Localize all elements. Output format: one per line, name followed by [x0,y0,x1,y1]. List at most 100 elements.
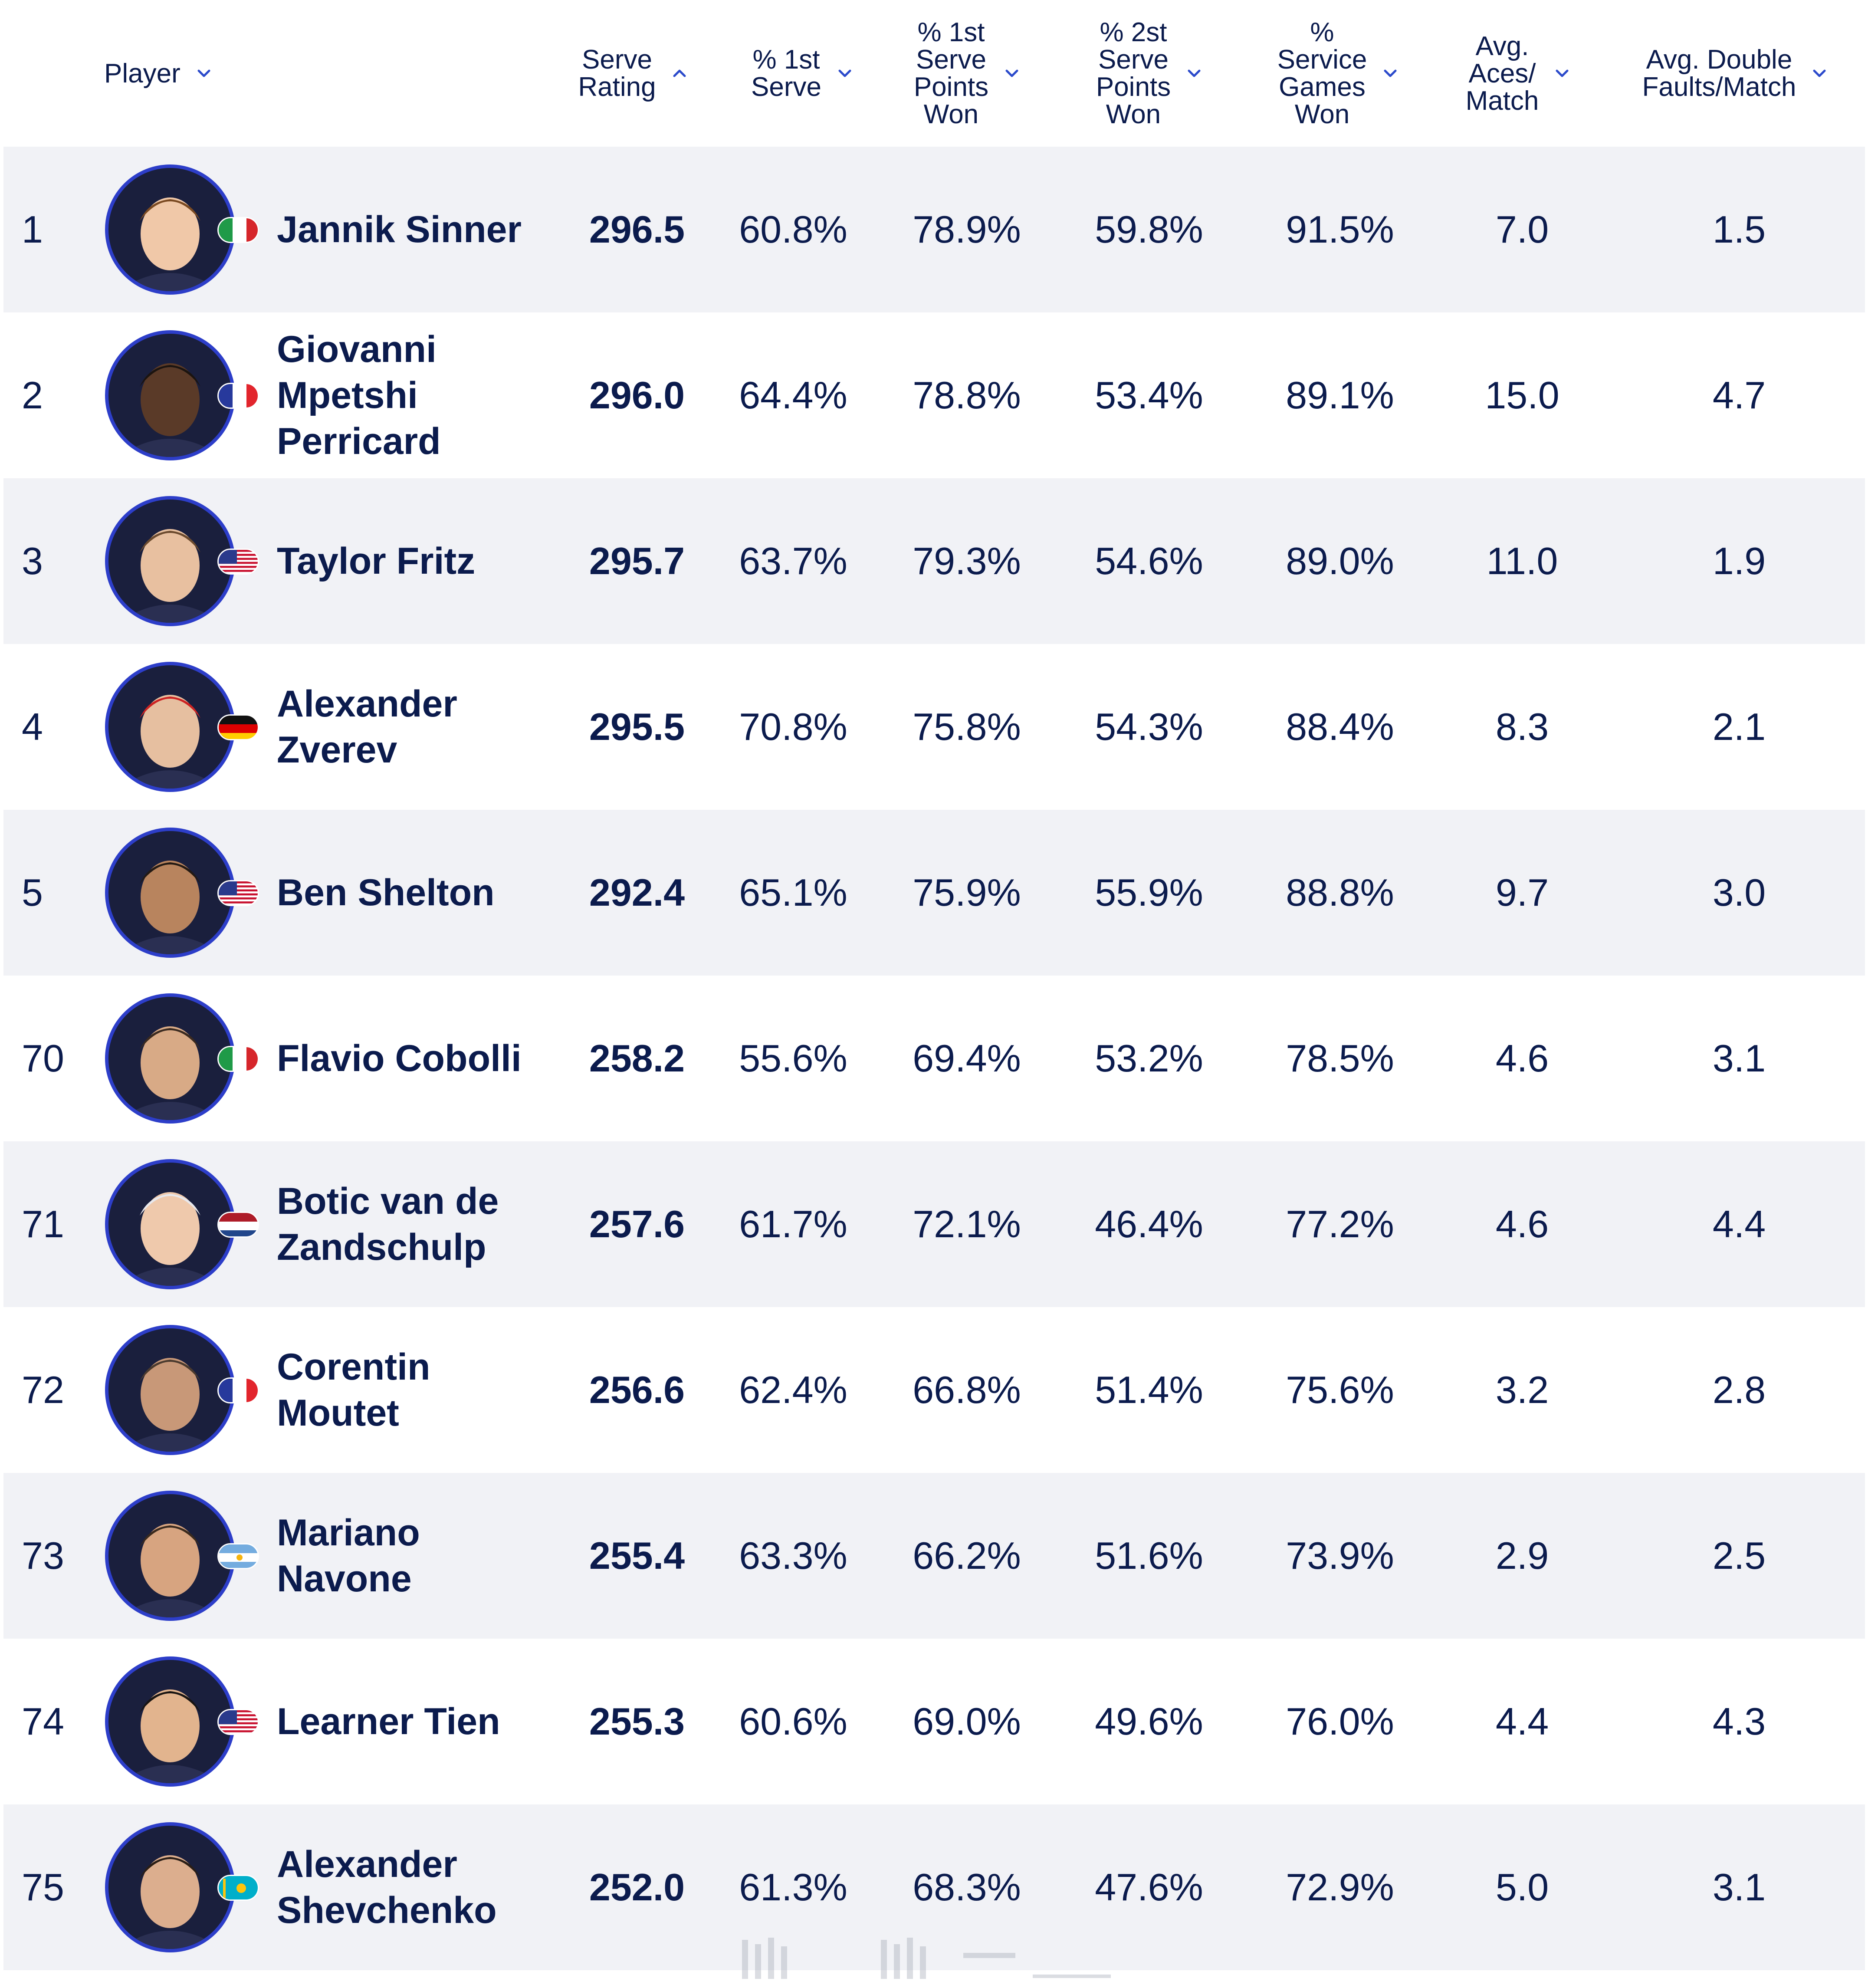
rank-cell: 73 [22,1534,64,1577]
aces-cell: 7.0 [1495,208,1549,251]
table-row[interactable]: 72 Corentin Moutet 256.6 62.4% 66.8% 51.4% 75… [3,1307,1865,1473]
germany-flag-icon [217,714,259,740]
chevron-up-icon [671,64,689,82]
player-avatar[interactable] [105,1159,235,1289]
service-games-won-cell: 91.5% [1286,208,1394,251]
serve-rating-cell: 252.0 [589,1866,685,1909]
service-games-won-cell: 88.8% [1286,871,1394,914]
header-label: % 2st Serve Points Won [1096,17,1171,129]
header-first-serve[interactable]: % 1st Serve [729,0,877,147]
player-name-link[interactable]: Alexander Zverev [277,683,457,771]
serve-rating-cell: 295.5 [589,705,685,748]
table-row[interactable]: 71 Botic van de Zandschulp 257.6 61.7% 72.1… [3,1141,1865,1307]
header-label: % Service Games Won [1277,17,1367,129]
first-serve-cell: 65.1% [739,871,847,914]
header-label: Avg. Double Faults/Match [1642,45,1796,102]
first-serve-cell: 61.7% [739,1203,847,1245]
player-name-link[interactable]: Jannik Sinner [277,209,522,250]
header-label: % 1st Serve [751,45,821,102]
player-avatar[interactable] [105,1325,235,1455]
france-flag-icon [217,383,259,409]
player-avatar[interactable] [105,1656,235,1787]
serve-rating-cell: 296.5 [589,208,685,251]
player-name-link[interactable]: Ben Shelton [277,872,495,913]
first-serve-won-cell: 69.4% [913,1037,1021,1080]
table-row[interactable]: 5 Ben Shelton 292.4 65.1% 75.9% 55.9% 88.8% 9.… [3,810,1865,976]
kazakhstan-flag-icon [217,1875,259,1901]
serve-rating-cell: 256.6 [589,1368,685,1411]
table-row[interactable]: 4 Alexander Zverev 295.5 70.8% 75.8% 54.3% 88… [3,644,1865,810]
first-serve-won-cell: 75.9% [913,871,1021,914]
service-games-won-cell: 77.2% [1286,1203,1394,1245]
header-avg-double-faults[interactable]: Avg. Double Faults/Match [1623,0,1848,147]
usa-flag-icon [217,1709,259,1735]
first-serve-won-cell: 68.3% [913,1866,1021,1909]
second-serve-won-cell: 49.6% [1095,1700,1203,1743]
chevron-down-icon [1811,64,1829,82]
first-serve-won-cell: 72.1% [913,1203,1021,1245]
first-serve-won-cell: 78.8% [913,374,1021,417]
aces-cell: 4.4 [1495,1700,1549,1743]
player-name-link[interactable]: Botic van de Zandschulp [277,1180,499,1268]
header-serve-rating[interactable]: Serve Rating [560,0,707,147]
chevron-down-icon [1003,64,1021,82]
header-first-serve-points-won[interactable]: % 1st Serve Points Won [894,0,1041,147]
serve-rating-cell: 292.4 [589,871,685,914]
player-avatar[interactable] [105,1822,235,1952]
rank-cell: 2 [22,374,43,417]
chevron-down-icon [1553,64,1572,82]
first-serve-won-cell: 75.8% [913,705,1021,748]
table-row[interactable]: 70 Flavio Cobolli 258.2 55.6% 69.4% 53.2% 78.… [3,976,1865,1141]
player-avatar[interactable] [105,330,235,460]
table-row[interactable]: 74 Learner Tien 255.3 60.6% 69.0% 49.6% 76.0%… [3,1639,1865,1804]
double-faults-cell: 4.4 [1712,1203,1766,1245]
player-avatar[interactable] [105,828,235,958]
player-avatar[interactable] [105,993,235,1124]
service-games-won-cell: 76.0% [1286,1700,1394,1743]
second-serve-won-cell: 59.8% [1095,208,1203,251]
service-games-won-cell: 72.9% [1286,1866,1394,1909]
header-avg-aces[interactable]: Avg. Aces/ Match [1445,0,1592,147]
header-label: Serve Rating [578,45,656,102]
first-serve-cell: 60.8% [739,208,847,251]
header-second-serve-points-won[interactable]: % 2st Serve Points Won [1076,0,1224,147]
double-faults-cell: 4.3 [1712,1700,1766,1743]
double-faults-cell: 1.9 [1712,539,1766,582]
player-avatar[interactable] [105,164,235,295]
serve-rating-cell: 258.2 [589,1037,685,1080]
player-name-link[interactable]: Taylor Fritz [277,540,476,582]
player-name-link[interactable]: Giovanni Mpetshi Perricard [277,329,441,462]
netherlands-flag-icon [217,1212,259,1238]
header-service-games-won[interactable]: % Service Games Won [1258,0,1419,147]
rank-cell: 5 [22,871,43,914]
rank-cell: 1 [22,208,43,251]
player-avatar[interactable] [105,662,235,792]
player-name-link[interactable]: Alexander Shevchenko [277,1843,497,1931]
table-row[interactable]: 1 Jannik Sinner 296.5 60.8% 78.9% 59.8% 91.5%… [3,147,1865,312]
service-games-won-cell: 89.0% [1286,539,1394,582]
player-avatar[interactable] [105,496,235,626]
player-name-link[interactable]: Mariano Navone [277,1512,420,1600]
table-row[interactable]: 3 Taylor Fritz 295.7 63.7% 79.3% 54.6% 89.0% 1… [3,478,1865,644]
aces-cell: 5.0 [1495,1866,1549,1909]
aces-cell: 15.0 [1485,374,1559,417]
chevron-down-icon [1185,64,1204,82]
player-name-link[interactable]: Corentin Moutet [277,1346,430,1434]
italy-flag-icon [217,217,259,243]
double-faults-cell: 2.1 [1712,705,1766,748]
first-serve-cell: 62.4% [739,1368,847,1411]
first-serve-cell: 70.8% [739,705,847,748]
france-flag-icon [217,1377,259,1403]
second-serve-won-cell: 46.4% [1095,1203,1203,1245]
chevron-down-icon [1382,64,1400,82]
double-faults-cell: 1.5 [1712,208,1766,251]
aces-cell: 11.0 [1486,539,1558,582]
table-row[interactable]: 2 Giovanni Mpetshi Perricard 296.0 64.4% 78… [3,312,1865,478]
table-row[interactable]: 73 Mariano Navone 255.4 63.3% 66.2% 51.6% 73.… [3,1473,1865,1639]
aces-cell: 4.6 [1495,1037,1549,1080]
player-name-link[interactable]: Learner Tien [277,1701,500,1742]
player-avatar[interactable] [105,1491,235,1621]
header-player[interactable]: Player [104,0,234,147]
player-name-link[interactable]: Flavio Cobolli [277,1038,522,1079]
table-row[interactable]: 75 Alexander Shevchenko 252.0 61.3% 68.3% 47… [3,1804,1865,1970]
